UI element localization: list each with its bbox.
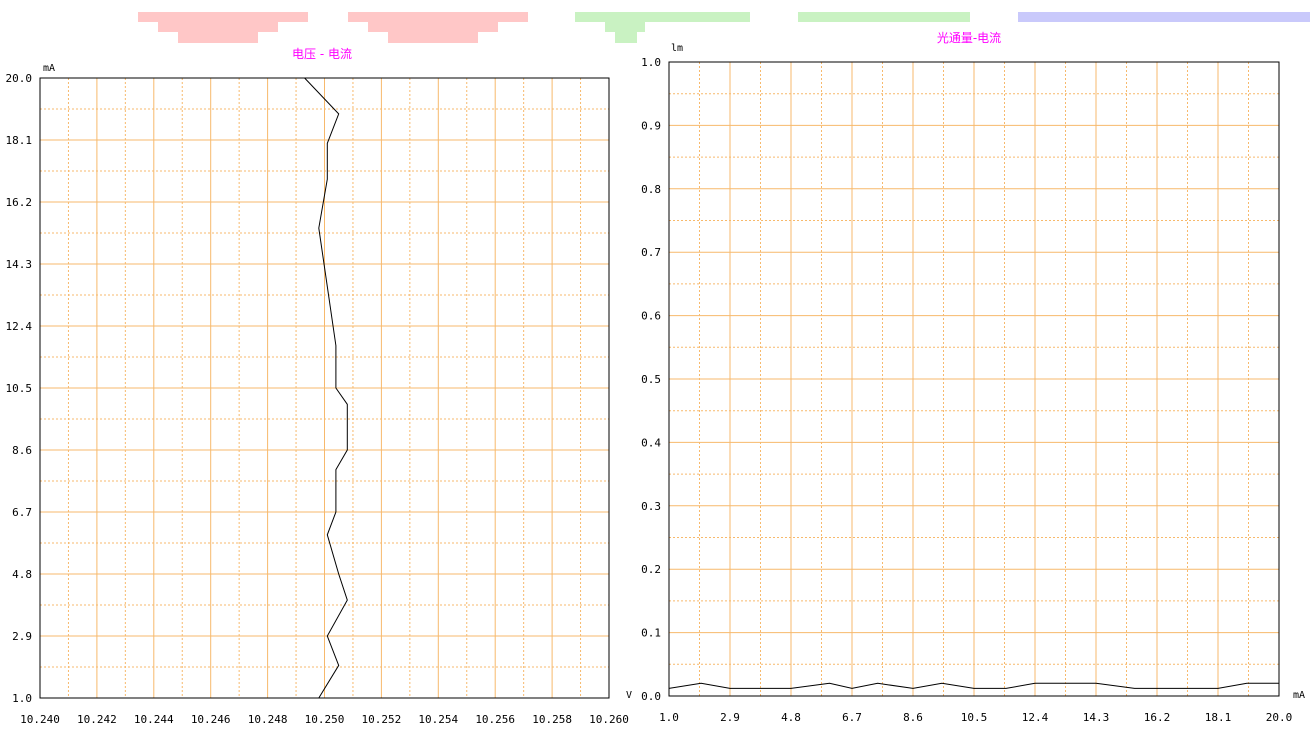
y-tick-label: 0.6 bbox=[641, 310, 661, 323]
plot-frame bbox=[668, 61, 1280, 697]
y-tick-label: 14.3 bbox=[6, 258, 33, 271]
x-tick-label: 10.250 bbox=[305, 713, 345, 726]
y-tick-label: 20.0 bbox=[6, 72, 33, 85]
y-tick-label: 0.4 bbox=[641, 436, 661, 449]
y-axis-unit: mA bbox=[43, 63, 55, 74]
chart-title: 电压 - 电流 bbox=[292, 47, 352, 61]
decor-red-block-2b bbox=[388, 32, 478, 43]
series-line bbox=[668, 682, 1279, 689]
x-axis-ticks: 1.0 2.9 4.8 6.7 8.6 10.5 12.4 14.3 16.2 18.1 20.0 bbox=[659, 711, 1292, 724]
y-tick-label: 0.7 bbox=[641, 246, 661, 259]
y-tick-label: 0.2 bbox=[641, 563, 661, 576]
x-tick-label: 10.248 bbox=[248, 713, 288, 726]
y-tick-label: 0.9 bbox=[641, 119, 661, 132]
x-tick-label: 8.6 bbox=[903, 711, 923, 724]
x-axis-ticks: 10.240 10.242 10.244 10.246 10.248 10.250 10.2… bbox=[20, 713, 629, 726]
x-tick-label: 10.254 bbox=[418, 713, 458, 726]
x-tick-label: 10.244 bbox=[134, 713, 174, 726]
x-tick-label: 10.252 bbox=[362, 713, 402, 726]
y-tick-label: 0.0 bbox=[641, 690, 661, 703]
x-tick-label: 2.9 bbox=[720, 711, 740, 724]
x-tick-label: 10.256 bbox=[475, 713, 515, 726]
x-tick-label: 14.3 bbox=[1083, 711, 1110, 724]
y-tick-label: 12.4 bbox=[6, 320, 33, 333]
y-tick-label: 0.8 bbox=[641, 183, 661, 196]
x-tick-label: 10.246 bbox=[191, 713, 231, 726]
y-tick-label: 0.1 bbox=[641, 627, 661, 640]
x-tick-label: 16.2 bbox=[1144, 711, 1171, 724]
y-tick-label: 6.7 bbox=[12, 506, 32, 519]
grid bbox=[40, 78, 609, 698]
decor-red-bar-1 bbox=[138, 12, 308, 22]
y-axis-ticks: 0.0 0.1 0.2 0.3 0.4 0.5 0.6 0.7 0.8 0.9 1.0 bbox=[641, 56, 661, 703]
decor-green-bar-1 bbox=[575, 12, 750, 22]
y-tick-label: 8.6 bbox=[12, 444, 32, 457]
chart-title: 光通量-电流 bbox=[937, 31, 1001, 45]
x-tick-label: 6.7 bbox=[842, 711, 862, 724]
x-tick-label: 20.0 bbox=[1266, 711, 1293, 724]
decor-green-bar-2 bbox=[798, 12, 970, 22]
x-tick-label: 10.5 bbox=[961, 711, 988, 724]
x-tick-label: 10.260 bbox=[589, 713, 629, 726]
y-axis-unit: lm bbox=[671, 43, 683, 54]
plot-frame bbox=[39, 77, 610, 699]
decor-red-bar-2 bbox=[348, 12, 528, 22]
x-tick-label: 10.240 bbox=[20, 713, 60, 726]
decor-blue-bar bbox=[1018, 12, 1310, 22]
y-tick-label: 4.8 bbox=[12, 568, 32, 581]
series-line bbox=[304, 77, 348, 699]
x-tick-label: 4.8 bbox=[781, 711, 801, 724]
x-tick-label: 10.242 bbox=[77, 713, 117, 726]
y-tick-label: 16.2 bbox=[6, 196, 33, 209]
voltage-current-chart: 电压 - 电流 mA 1.0 2.9 4.8 6.7 8.6 10.5 12.4 14.3 16… bbox=[6, 47, 629, 726]
decor-green-block-1b bbox=[615, 32, 637, 43]
x-axis-unit-v: V bbox=[626, 690, 632, 701]
luminous-flux-current-chart: 光通量-电流 lm V mA 0.00.10.20.30.40.50.60.70… bbox=[626, 31, 1305, 724]
y-tick-label: 10.5 bbox=[6, 382, 33, 395]
y-tick-label: 18.1 bbox=[6, 134, 33, 147]
x-tick-label: 12.4 bbox=[1022, 711, 1049, 724]
y-tick-label: 1.0 bbox=[641, 56, 661, 69]
header-decoration bbox=[138, 12, 1310, 43]
x-tick-label: 18.1 bbox=[1205, 711, 1232, 724]
x-tick-label: 10.258 bbox=[532, 713, 572, 726]
y-tick-label: 0.5 bbox=[641, 373, 661, 386]
x-tick-label: 1.0 bbox=[659, 711, 679, 724]
grid bbox=[669, 62, 1279, 696]
decor-red-block-1 bbox=[158, 22, 278, 32]
decor-red-block-1b bbox=[178, 32, 258, 43]
y-tick-label: 1.0 bbox=[12, 692, 32, 705]
y-tick-label: 2.9 bbox=[12, 630, 32, 643]
y-axis-ticks: 1.0 2.9 4.8 6.7 8.6 10.5 12.4 14.3 16.2 18.1 20.0 bbox=[6, 72, 33, 705]
decor-green-block-1 bbox=[605, 22, 645, 32]
decor-red-block-2 bbox=[368, 22, 498, 32]
x-axis-unit: mA bbox=[1293, 690, 1305, 701]
y-tick-label: 0.3 bbox=[641, 500, 661, 513]
